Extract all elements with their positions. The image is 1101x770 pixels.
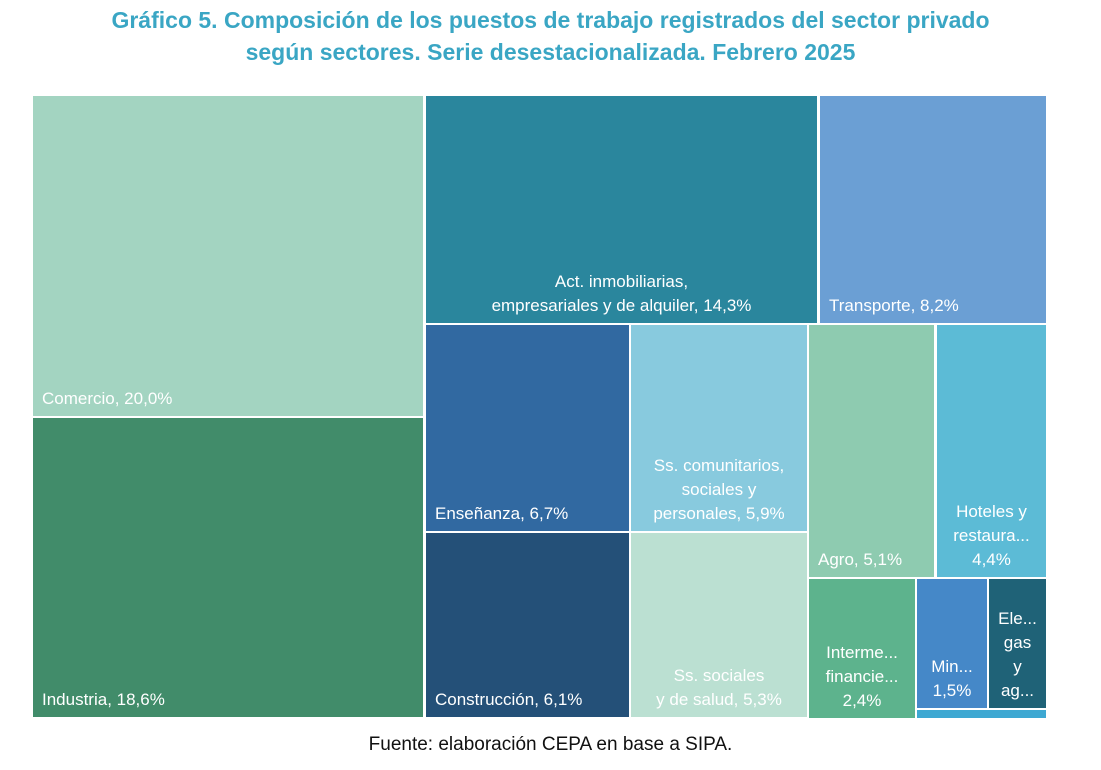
treemap-rect-intermediacion-financiera [809,579,915,718]
treemap-rect-electricidad-gas-y-agua [989,579,1046,708]
treemap-cell-hoteles-y-restaurantes: Hoteles y restaura... 4,4% [937,325,1046,577]
treemap-label-transporte: Transporte, 8,2% [829,296,959,315]
treemap-label-intermediacion-financiera-2: financie... [826,667,899,686]
treemap-rect-hoteles-y-restaurantes [937,325,1046,577]
treemap-label-electricidad-gas-y-agua-3: y [1013,657,1022,676]
chart-title-line-2: según sectores. Serie desestacionalizada… [245,39,856,65]
source-note: Fuente: elaboración CEPA en base a SIPA. [368,734,733,755]
treemap-label-act-inmobiliarias-empresariales-y-de-alquiler-2: empresariales y de alquiler, 14,3% [492,296,752,315]
treemap-rect-act-inmobiliarias-empresariales-y-de-alquiler [426,96,817,323]
treemap-cell-ss-comunitarios-sociales-y-personales: Ss. comunitarios, sociales y personales, 5… [631,325,807,531]
chart-title-line-1: Gráfico 5. Composición de los puestos de… [111,7,990,33]
treemap-cell-mineria: Min... 1,5% [917,579,987,708]
treemap-cell-comercio: Comercio, 20,0% [33,96,423,416]
treemap-label-ss-comunitarios-sociales-y-personales-1: Ss. comunitarios, [654,456,784,475]
treemap-cell-electricidad-gas-y-agua: Ele... gas y ag... [989,579,1046,708]
treemap-label-hoteles-y-restaurantes-1: Hoteles y [956,502,1027,521]
treemap-label-intermediacion-financiera-3: 2,4% [843,691,882,710]
treemap-label-agro: Agro, 5,1% [818,550,902,569]
treemap-chart: Comercio, 20,0% Industria, 18,6% Act. inmo… [33,96,1046,718]
treemap-label-electricidad-gas-y-agua-4: ag... [1001,681,1034,700]
treemap-label-intermediacion-financiera-1: Interme... [826,643,898,662]
treemap-label-mineria-2: 1,5% [933,681,972,700]
treemap-cell-industria: Industria, 18,6% [33,418,423,717]
treemap-rect-agro [809,325,934,577]
treemap-cell-transporte: Transporte, 8,2% [820,96,1046,323]
treemap-label-ss-comunitarios-sociales-y-personales-3: personales, 5,9% [653,504,784,523]
treemap-rect-comercio [33,96,423,416]
treemap-rect-ensenanza [426,325,629,531]
treemap-rect-mineria [917,579,987,708]
treemap-cell-construccion: Construcción, 6,1% [426,533,629,717]
treemap-cell-ensenanza: Enseñanza, 6,7% [426,325,629,531]
treemap-label-mineria-1: Min... [931,657,973,676]
treemap-cell-agro: Agro, 5,1% [809,325,934,577]
treemap-cell-act-inmobiliarias-empresariales-y-de-alquiler: Act. inmobiliarias, empresariales y de al… [426,96,817,323]
treemap-rect-transporte [820,96,1046,323]
treemap-rect-industria [33,418,423,717]
treemap-cell-intermediacion-financiera: Interme... financie... 2,4% [809,579,915,718]
treemap-rect-ss-sociales-y-de-salud [631,533,807,717]
treemap-rect-ss-comunitarios-sociales-y-personales [631,325,807,531]
treemap-cell-ss-sociales-y-de-salud: Ss. sociales y de salud, 5,3% [631,533,807,717]
treemap-label-ss-comunitarios-sociales-y-personales-2: sociales y [682,480,757,499]
treemap-label-ensenanza: Enseñanza, 6,7% [435,504,568,523]
chart-title: Gráfico 5. Composición de los puestos de… [0,4,1101,68]
treemap-rect-construccion [426,533,629,717]
treemap-label-hoteles-y-restaurantes-3: 4,4% [972,550,1011,569]
treemap-label-construccion: Construcción, 6,1% [435,690,582,709]
treemap-label-ss-sociales-y-de-salud-1: Ss. sociales [674,666,765,685]
treemap-label-industria: Industria, 18,6% [42,690,165,709]
treemap-label-ss-sociales-y-de-salud-2: y de salud, 5,3% [656,690,782,709]
treemap-label-electricidad-gas-y-agua-1: Ele... [998,609,1037,628]
treemap-label-electricidad-gas-y-agua-2: gas [1004,633,1031,652]
treemap-cell-extra-13 [917,710,1046,718]
treemap-label-hoteles-y-restaurantes-2: restaura... [953,526,1030,545]
treemap-rect-extra-13 [917,710,1046,718]
treemap-label-comercio: Comercio, 20,0% [42,389,172,408]
treemap-label-act-inmobiliarias-empresariales-y-de-alquiler-1: Act. inmobiliarias, [555,272,688,291]
